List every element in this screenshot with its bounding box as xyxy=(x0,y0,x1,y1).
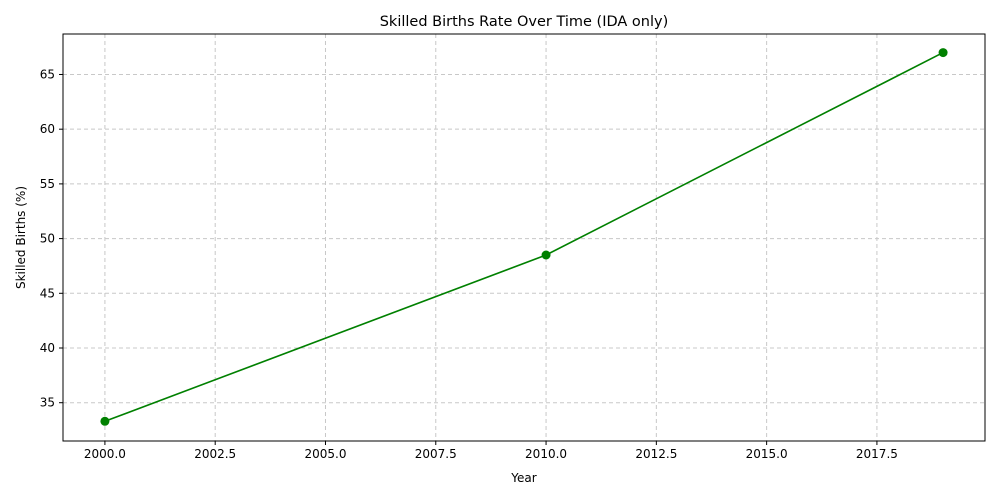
x-axis-ticks: 2000.0 2002.5 2005.0 2007.5 2010.0 2012.5 2015… xyxy=(84,441,898,461)
data-point-marker xyxy=(541,250,551,260)
x-tick-label: 2015.0 xyxy=(746,447,788,461)
x-tick-label: 2007.5 xyxy=(415,447,457,461)
data-point-marker xyxy=(100,416,110,426)
x-tick-label: 2012.5 xyxy=(635,447,677,461)
plot-frame xyxy=(62,33,986,442)
series-layer xyxy=(100,48,948,426)
y-tick-label: 45 xyxy=(40,286,55,300)
y-axis-label: Skilled Births (%) xyxy=(14,186,28,289)
x-axis-label: Year xyxy=(510,471,536,485)
y-tick-label: 55 xyxy=(40,177,55,191)
grid xyxy=(63,34,985,441)
y-tick-label: 35 xyxy=(40,396,55,410)
x-tick-label: 2005.0 xyxy=(304,447,346,461)
x-tick-label: 2000.0 xyxy=(84,447,126,461)
x-tick-label: 2010.0 xyxy=(525,447,567,461)
y-tick-label: 40 xyxy=(40,341,55,355)
y-tick-label: 65 xyxy=(40,67,55,81)
series-line xyxy=(104,51,944,423)
x-tick-label: 2017.5 xyxy=(856,447,898,461)
y-axis-ticks: 35 40 45 50 55 60 65 xyxy=(40,67,63,410)
x-tick-label: 2002.5 xyxy=(194,447,236,461)
y-tick-label: 50 xyxy=(40,232,55,246)
data-point-marker xyxy=(938,48,948,58)
chart-title: Skilled Births Rate Over Time (IDA only) xyxy=(380,14,669,30)
y-tick-label: 60 xyxy=(40,122,55,136)
